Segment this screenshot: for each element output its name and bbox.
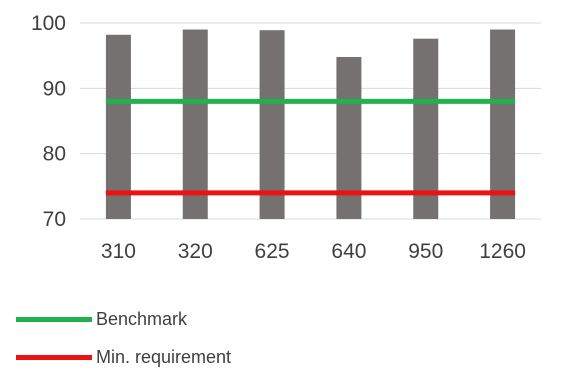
bar-950 <box>413 38 439 220</box>
gridlines <box>80 22 541 220</box>
min-requirement-swatch <box>16 355 92 360</box>
x-tick-label: 950 <box>408 240 443 263</box>
y-tick-label: 100 <box>31 12 66 35</box>
x-tick-label: 625 <box>255 240 290 263</box>
legend-label-benchmark: Benchmark <box>96 309 188 329</box>
benchmark-swatch <box>16 317 92 322</box>
bar-320 <box>182 29 208 220</box>
y-axis: 70 80 90 100 <box>31 12 66 231</box>
bar-310 <box>105 34 131 220</box>
x-tick-label: 310 <box>101 240 136 263</box>
reference-lines <box>105 98 516 196</box>
x-tick-label: 640 <box>331 240 366 263</box>
x-tick-label: 1260 <box>479 240 526 263</box>
y-tick-label: 70 <box>43 208 66 231</box>
x-axis: 310 320 625 640 950 1260 <box>101 240 526 263</box>
legend-label-min-requirement: Min. requirement <box>96 347 232 367</box>
y-tick-label: 90 <box>43 77 66 100</box>
bar-chart: 70 80 90 100 310 320 625 640 950 1260 <box>31 12 541 263</box>
y-tick-label: 80 <box>43 143 66 166</box>
x-tick-label: 320 <box>178 240 213 263</box>
bar-1260 <box>490 29 516 220</box>
bar-625 <box>259 30 285 220</box>
